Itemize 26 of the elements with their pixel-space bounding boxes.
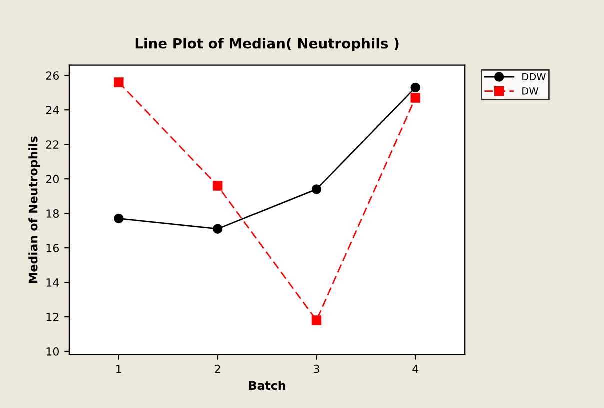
- legend-label: DDW: [522, 73, 546, 80]
- point: [114, 214, 124, 224]
- chart-title: Line Plot of Median( Neutrophils ): [136, 38, 399, 52]
- x-tick-label: 2: [215, 364, 220, 374]
- point: [410, 93, 420, 103]
- y-tick-label: 16: [46, 244, 60, 252]
- legend-label: DW: [522, 88, 538, 95]
- point: [312, 316, 322, 326]
- y-tick-label: 18: [46, 210, 59, 218]
- point: [410, 82, 420, 93]
- y-tick-label: 12: [46, 313, 59, 322]
- point: [312, 184, 322, 194]
- y-tick-label: 24: [46, 106, 60, 114]
- x-tick-label: 1: [116, 365, 122, 374]
- x-tick-label: 3: [314, 364, 320, 374]
- y-axis-title: Median of Neutrophils: [28, 136, 40, 283]
- point: [212, 224, 223, 234]
- y-tick-label: 22: [46, 140, 59, 149]
- y-tick-label: 10: [46, 347, 59, 356]
- point: [212, 181, 223, 191]
- y-tick-label: 26: [46, 72, 60, 80]
- x-axis-title: Batch: [249, 380, 286, 390]
- y-tick-label: 20: [46, 175, 59, 184]
- point: [114, 78, 124, 88]
- y-tick-label: 14: [46, 278, 60, 287]
- x-tick-label: 4: [412, 365, 419, 374]
